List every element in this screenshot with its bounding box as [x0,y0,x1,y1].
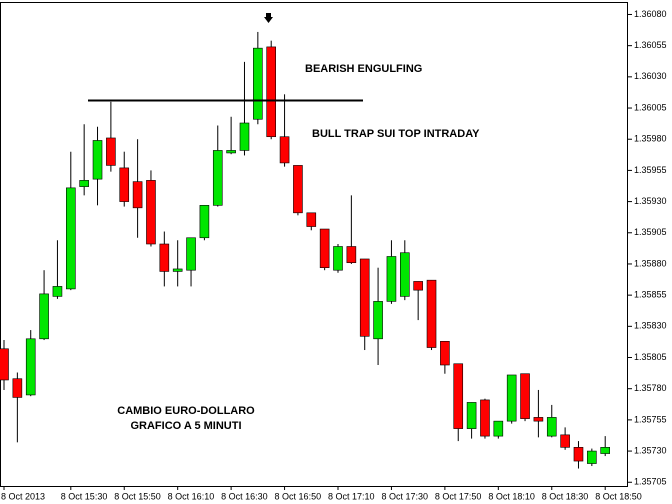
candle-body [319,228,330,269]
x-tick-label: 8 Oct 18:50 [595,491,642,501]
candle-body [386,256,397,302]
candle-body [253,47,263,120]
candle-body [413,281,423,291]
candle-body [119,167,130,202]
annotation: BULL TRAP SUI TOP INTRADAY [312,128,480,140]
candle-body [25,338,36,396]
x-tick-label: 8 Oct 16:10 [168,491,215,501]
annotation: BEARISH ENGULFING [305,63,422,75]
candle-body [172,268,183,272]
x-tick-label: 8 Oct 17:30 [381,491,428,501]
candle-body [399,252,410,297]
candle-body [212,150,223,206]
y-tick-label: 1.35930 [634,196,667,206]
y-tick-label: 1.35855 [634,290,667,300]
candle-body [186,237,196,271]
arrow-marker [264,11,273,23]
candle-body [146,180,156,245]
y-tick-label: 1.35880 [634,258,667,268]
candle-body [506,374,517,422]
y-tick-label: 1.35705 [634,477,667,487]
y-tick-label: 1.35730 [634,445,667,455]
candle-body [279,136,290,164]
candle-body [239,122,250,151]
candle-body [373,301,383,340]
candle-body [293,165,303,214]
candle-body [520,373,530,419]
candle-body [66,187,76,290]
candle-body [426,279,437,348]
candle-body [587,450,597,464]
annotation: GRAFICO A 5 MINUTI [130,420,241,432]
candle-body [266,46,277,138]
candle-body [359,258,370,337]
y-tick-label: 1.35980 [634,134,667,144]
candle-body [79,180,89,187]
candle-body [560,434,570,448]
candle-body [199,205,210,239]
candle-body [12,378,23,398]
x-tick-label: 8 Oct 15:30 [61,491,108,501]
candle-body [159,243,170,272]
x-tick-label: 8 Oct 16:30 [221,491,268,501]
candle-body [480,399,490,437]
plot-frame [0,2,628,487]
y-tick-label: 1.36055 [634,40,667,50]
candle-body [493,420,504,437]
candle-body [533,417,544,422]
y-tick-label: 1.35780 [634,383,667,393]
candle-body [52,286,63,297]
candle-body [132,181,143,209]
candle-body [333,246,343,271]
annotation: CAMBIO EURO-DOLLARO [117,405,255,417]
y-tick-label: 1.36080 [634,9,667,19]
x-tick-label: 8 Oct 18:30 [542,491,589,501]
candle-body [346,246,357,264]
candle-body [92,140,103,180]
y-tick-label: 1.35905 [634,227,667,237]
candle-body [306,212,317,227]
x-tick-label: 8 Oct 17:50 [435,491,482,501]
y-tick-label: 1.35805 [634,352,667,362]
candle-body [546,417,557,437]
candle-body [573,447,584,462]
y-tick-label: 1.36030 [634,71,667,81]
y-tick-label: 1.36005 [634,102,667,112]
candle-body [453,363,464,429]
y-tick-label: 1.35830 [634,321,667,331]
candle-body [226,150,236,154]
candle-body [0,348,9,381]
y-tick-label: 1.35955 [634,165,667,175]
x-tick-label: 8 Oct 16:50 [275,491,322,501]
candle-body [106,137,116,166]
candle-body [39,293,49,340]
x-tick-label: 8 Oct 18:10 [488,491,535,501]
y-tick-label: 1.35755 [634,414,667,424]
candle-body [466,402,477,429]
x-tick-label: 8 Oct 15:50 [114,491,161,501]
x-tick-label: 8 Oct 17:10 [328,491,375,501]
candle-body [600,447,611,454]
x-tick-label: 8 Oct 2013 [1,491,45,501]
candle-body [440,340,450,366]
